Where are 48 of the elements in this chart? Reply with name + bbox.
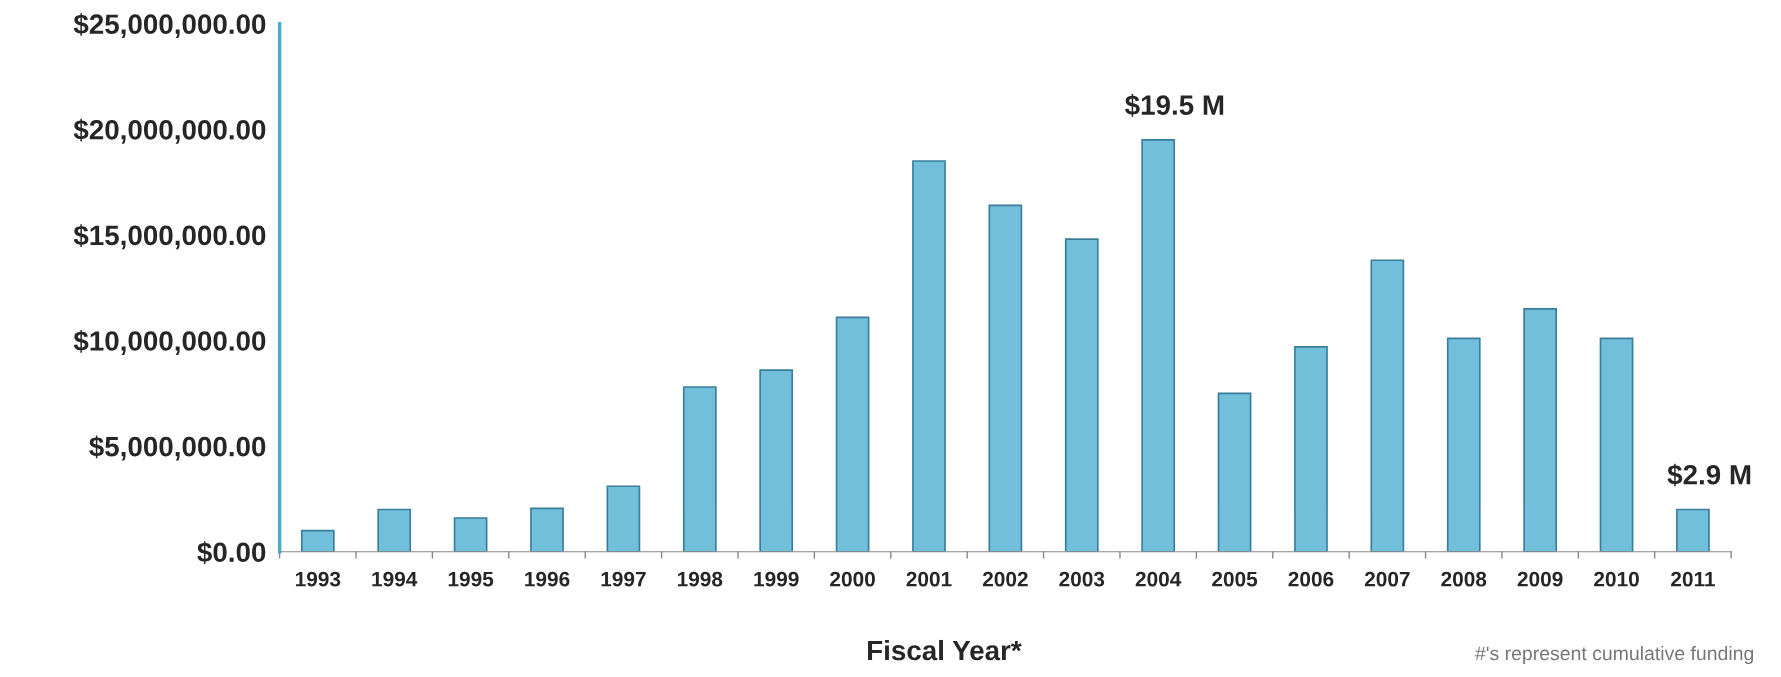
y-tick-label: $20,000,000.00 [73, 118, 266, 144]
y-tick-label: $10,000,000.00 [73, 329, 266, 355]
x-tick-label: 2005 [1212, 571, 1258, 587]
y-tick-label: $15,000,000.00 [73, 224, 266, 250]
bar [1217, 392, 1252, 552]
x-axis-title: Fiscal Year* [868, 639, 1022, 661]
bar [835, 316, 870, 552]
x-tick-label: 2006 [1288, 571, 1334, 587]
x-tick-label: 1997 [601, 571, 646, 587]
bar [1599, 337, 1634, 552]
bar [1370, 259, 1405, 552]
bar [1294, 346, 1328, 552]
x-tick-label: 2010 [1594, 571, 1639, 587]
bar [453, 517, 488, 552]
bar [759, 369, 794, 552]
x-tick-label: 1994 [372, 571, 418, 587]
x-tick-label: 1995 [448, 571, 494, 587]
x-tick-label: 1993 [295, 571, 341, 587]
x-tick-label: 2008 [1441, 571, 1487, 587]
x-tick-label: 2001 [906, 571, 952, 587]
bar [988, 204, 1023, 552]
text: #'s represent cumulative funding [1475, 645, 1754, 665]
bar [1141, 139, 1176, 552]
x-tick-label: 1998 [677, 571, 723, 587]
x-tick-label: 2011 [1671, 571, 1715, 587]
x-tick-label: 1996 [525, 571, 570, 587]
x-tick-label: 1999 [754, 571, 799, 587]
bar [530, 507, 564, 552]
bar [606, 485, 641, 552]
x-tick-label: 2000 [830, 571, 875, 587]
x-tick-label: 2002 [982, 571, 1028, 587]
bar [1064, 238, 1099, 552]
y-tick-label: $5,000,000.00 [89, 435, 266, 461]
x-tick-label: 2009 [1517, 571, 1563, 587]
y-tick-label: $25,000,000.00 [73, 13, 266, 39]
bar [682, 386, 717, 552]
bar [1523, 308, 1558, 552]
annotation: $19.5 M [1125, 94, 1224, 117]
bar [1676, 508, 1710, 552]
bar [1446, 337, 1481, 552]
x-tick-label: 2003 [1059, 571, 1105, 587]
bar [300, 529, 335, 552]
bar [377, 508, 412, 552]
x-tick-label: 2007 [1364, 571, 1410, 587]
bar [912, 160, 946, 552]
annotation: $2.9 M [1667, 463, 1751, 487]
x-tick-label: 2004 [1135, 571, 1182, 587]
y-tick-label: $0.00 [197, 541, 266, 564]
